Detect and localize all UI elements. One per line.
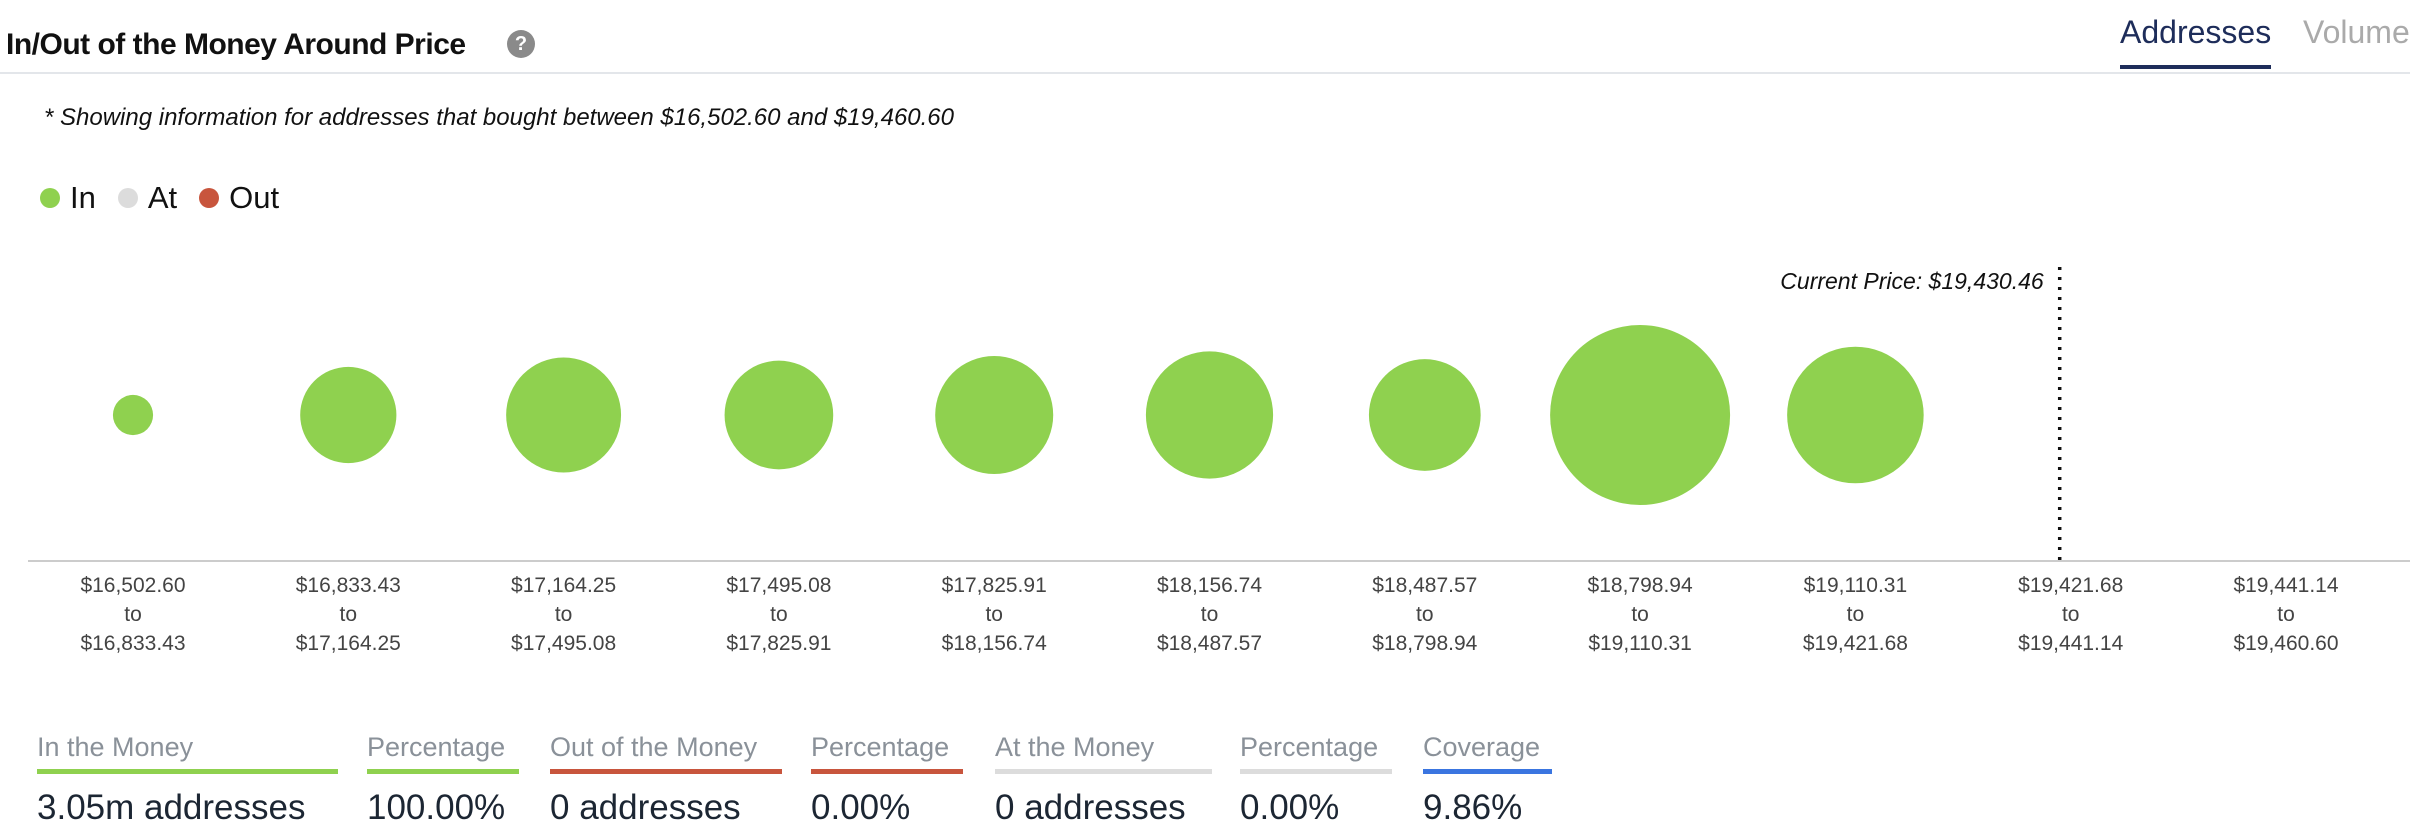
- stat-percentage: Percentage 100.00%: [367, 732, 519, 828]
- stat-in-the-money: In the Money 3.05m addresses: [37, 732, 338, 828]
- bubble[interactable]: [1145, 351, 1274, 479]
- out-dot-icon: [199, 188, 220, 208]
- tick-label: $17,825.91: [726, 632, 831, 655]
- bubble[interactable]: [1787, 346, 1924, 484]
- divider: [0, 72, 2410, 74]
- tick-label: to: [124, 603, 142, 626]
- tick-label: $18,798.94: [1588, 574, 1693, 597]
- tick-label: $16,833.43: [80, 632, 185, 655]
- bubble[interactable]: [1550, 325, 1731, 505]
- tick-label: to: [1847, 603, 1865, 626]
- page-title: In/Out of the Money Around Price: [6, 28, 466, 61]
- tick-label: $19,441.14: [2018, 632, 2123, 655]
- stat-value: 100.00%: [367, 788, 506, 827]
- bubble[interactable]: [300, 366, 397, 464]
- stat-value: 0 addresses: [550, 788, 741, 827]
- legend-in[interactable]: In: [40, 180, 96, 216]
- tick-label: $19,421.68: [2018, 574, 2123, 597]
- stat-label: Percentage: [367, 732, 519, 774]
- in-dot-icon: [40, 188, 60, 208]
- stat-value: 9.86%: [1423, 788, 1523, 827]
- tick-label: to: [985, 603, 1003, 626]
- tick-label: $19,421.68: [1803, 632, 1908, 655]
- current-price-label: Current Price: $19,430.46: [1780, 268, 2044, 294]
- stat-percentage: Percentage 0.00%: [1240, 732, 1392, 828]
- stat-percentage: Percentage 0.00%: [811, 732, 963, 828]
- stat-label: At the Money: [995, 732, 1212, 774]
- at-dot-icon: [117, 188, 138, 208]
- tick-label: to: [1631, 603, 1649, 626]
- tick-label: to: [770, 603, 788, 626]
- tick-label: $16,833.43: [296, 574, 401, 597]
- bubble[interactable]: [112, 394, 154, 436]
- bubble-chart: Current Price: $19,430.46 $16,502.60 to $16…: [28, 267, 2410, 655]
- tick-label: $17,825.91: [942, 574, 1047, 597]
- tick-label: $17,164.25: [296, 632, 401, 655]
- tick-label: $19,110.31: [1804, 574, 1908, 597]
- legend-label: Out: [229, 180, 280, 215]
- tab-volume[interactable]: Volume: [2303, 14, 2410, 50]
- tick-label: $19,110.31: [1588, 632, 1692, 655]
- stat-value: 0.00%: [1240, 788, 1340, 827]
- legend-at[interactable]: At: [117, 180, 178, 216]
- tick-label: $17,495.08: [511, 632, 616, 655]
- tick-label: to: [1416, 603, 1434, 626]
- tick-label: to: [2062, 603, 2080, 626]
- tick-label: $19,460.60: [2233, 632, 2338, 655]
- tick-label: to: [340, 603, 358, 626]
- stat-coverage: Coverage 9.86%: [1423, 732, 1552, 828]
- range-note: * Showing information for addresses that…: [44, 104, 954, 131]
- bubble[interactable]: [506, 357, 622, 473]
- stat-value: 3.05m addresses: [37, 788, 306, 827]
- tick-label: to: [2277, 603, 2295, 626]
- bubble[interactable]: [724, 360, 834, 470]
- stat-value: 0.00%: [811, 788, 911, 827]
- stat-label: Percentage: [1240, 732, 1392, 774]
- stat-value: 0 addresses: [995, 788, 1186, 827]
- legend: In At Out: [40, 180, 301, 216]
- tick-label: to: [1201, 603, 1219, 626]
- stat-at-the-money: At the Money 0 addresses: [995, 732, 1212, 828]
- help-icon[interactable]: ?: [507, 30, 535, 58]
- tick-label: $18,487.57: [1372, 574, 1477, 597]
- tick-label: $17,495.08: [726, 574, 831, 597]
- tick-label: $18,487.57: [1157, 632, 1262, 655]
- stat-label: Percentage: [811, 732, 963, 774]
- stat-label: Out of the Money: [550, 732, 782, 774]
- stat-out-of-the-money: Out of the Money 0 addresses: [550, 732, 782, 828]
- tab-addresses[interactable]: Addresses: [2120, 14, 2272, 69]
- stat-label: In the Money: [37, 732, 338, 774]
- legend-label: In: [70, 180, 96, 215]
- legend-out[interactable]: Out: [199, 180, 279, 216]
- tick-label: $18,156.74: [1157, 574, 1262, 597]
- tick-label: $19,441.14: [2233, 574, 2338, 597]
- tick-label: $17,164.25: [511, 574, 616, 597]
- tick-label: to: [555, 603, 573, 626]
- tick-label: $18,156.74: [942, 632, 1047, 655]
- bubble[interactable]: [935, 355, 1054, 475]
- tick-label: $16,502.60: [80, 574, 185, 597]
- tick-label: $18,798.94: [1372, 632, 1477, 655]
- legend-label: At: [147, 180, 178, 215]
- stat-label: Coverage: [1423, 732, 1552, 774]
- bubble[interactable]: [1368, 359, 1481, 471]
